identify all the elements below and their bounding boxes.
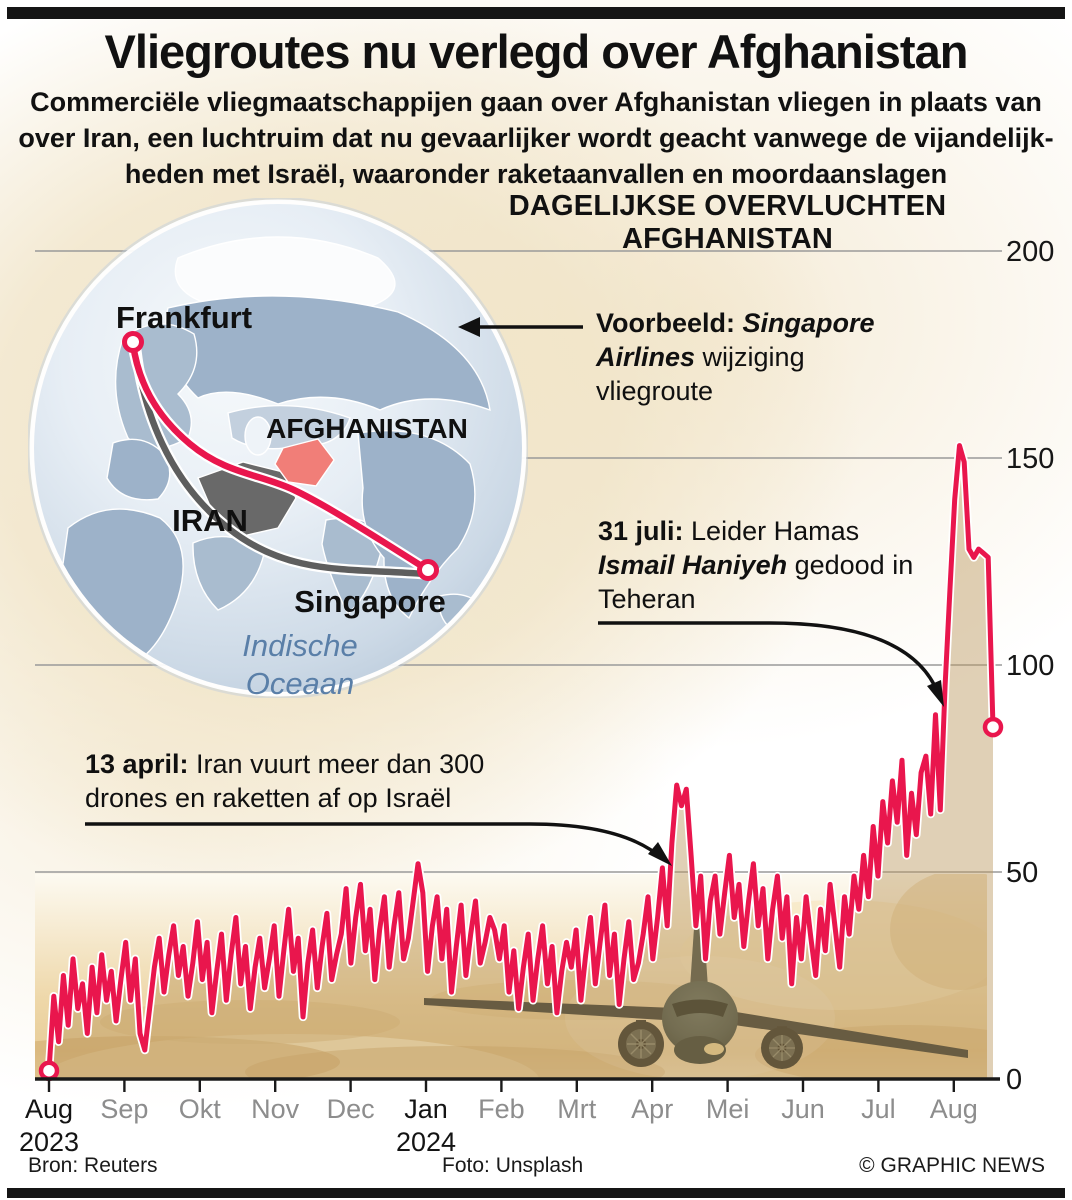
cloud xyxy=(100,1000,400,1044)
cloud xyxy=(890,874,987,990)
right-wing xyxy=(720,1010,968,1058)
cockpit-window xyxy=(672,999,728,1017)
x-tick-label-feb-6: Feb xyxy=(478,1094,525,1124)
photo-credit: Foto: Unsplash xyxy=(442,1154,584,1177)
globe-rim xyxy=(29,199,527,697)
series-end-marker xyxy=(982,716,1004,738)
fuselage-belly xyxy=(674,1036,726,1064)
y-tick-label-150: 150 xyxy=(1006,443,1055,475)
iran-label: IRAN xyxy=(172,503,248,538)
flight-routes xyxy=(127,338,434,580)
annotation-13-april: 13 april: Iran vuurt meer dan 300 drones… xyxy=(85,747,540,815)
x-axis-ticks xyxy=(47,1079,955,1092)
x-tick-label-jan-5: Jan xyxy=(404,1094,448,1124)
flights-line-series xyxy=(46,443,996,1074)
singapore-marker xyxy=(417,559,439,581)
afghanistan-label: AFGHANISTAN xyxy=(266,413,468,444)
ocean-label-line2: Oceaan xyxy=(246,666,355,698)
globe-map: Frankfurt AFGHANISTAN IRAN Singapore Ind… xyxy=(28,198,528,698)
annotation-13-april-date: 13 april: xyxy=(85,749,197,779)
arabia-land xyxy=(192,535,265,611)
x-tick-label-jun-10: Jun xyxy=(781,1094,825,1124)
fuselage-nose xyxy=(662,981,738,1055)
y-tick-label-200: 200 xyxy=(1006,236,1055,268)
sun-glint xyxy=(704,1043,724,1055)
afghanistan-shape xyxy=(274,438,335,487)
subtitle-line-2: over Iran, een luchtruim dat nu gevaarli… xyxy=(18,123,1054,153)
photo-band xyxy=(35,874,987,1080)
frankfurt-marker xyxy=(122,331,144,353)
x-tick-label-aug-12: Aug xyxy=(929,1094,978,1124)
ocean-label-line1: Indische xyxy=(242,628,357,663)
chart-title: DAGELIJKSE OVERVLUCHTEN AFGHANISTAN xyxy=(508,190,947,255)
subtitle-line-3: heden met Israël, waaronder raketaanvall… xyxy=(124,159,948,189)
x-tick-label-dec-4: Dec xyxy=(326,1094,375,1124)
source-credit: Bron: Reuters xyxy=(28,1154,158,1177)
left-wing xyxy=(424,998,680,1021)
left-engine xyxy=(618,1020,664,1067)
annotation-voorbeeld-airline: Singapore Airlines xyxy=(596,308,875,372)
annotation-31-juli-name: Ismail Haniyeh xyxy=(598,550,788,580)
x-tick-label-mrt-7: Mrt xyxy=(557,1094,597,1124)
annotation-31-juli-text1: Leider Hamas xyxy=(683,516,860,546)
annotation-31-juli: 31 juli: Leider Hamas Ismail Haniyeh ged… xyxy=(598,514,928,616)
x-tick-label-aug-0: Aug xyxy=(24,1094,74,1124)
x-year-label-2024: 2024 xyxy=(395,1127,457,1157)
page-title: Vliegroutes nu verlegd over Afghanistan xyxy=(104,25,969,78)
y-tick-label-100: 100 xyxy=(1006,650,1055,682)
bottom-rule-bar xyxy=(7,1188,1065,1198)
annotation-voorbeeld-rest: wijziging vliegroute xyxy=(596,342,805,406)
series-start-marker xyxy=(38,1060,60,1081)
annotation-31-juli-text2: gedood in Teheran xyxy=(598,550,914,614)
publisher-credit: © GRAPHIC NEWS xyxy=(859,1154,1045,1177)
west-europe-land xyxy=(106,438,171,501)
annotation-31-juli-date: 31 juli: xyxy=(598,516,684,546)
annotation-voorbeeld-lead: Voorbeeld: xyxy=(596,308,743,338)
x-year-label-2023: 2023 xyxy=(18,1127,80,1157)
subtitle-line-1: Commerciële vliegmaatschappijen gaan ove… xyxy=(30,87,1042,117)
old-route-iran xyxy=(132,346,429,578)
y-tick-label-0: 0 xyxy=(1006,1064,1023,1096)
singapore-label: Singapore xyxy=(294,584,446,619)
annotation-voorbeeld: Voorbeeld: Singapore Airlines wijziging … xyxy=(596,306,906,408)
new-route-afghanistan xyxy=(129,340,432,574)
top-rule-bar xyxy=(7,7,1065,19)
x-tick-label-apr-8: Apr xyxy=(631,1094,674,1124)
annotation-13-april-text: Iran vuurt meer dan 300 drones en rakett… xyxy=(85,749,485,813)
cloud xyxy=(245,1046,665,1080)
russia-land xyxy=(164,295,491,412)
airplane-photo xyxy=(424,928,968,1080)
frankfurt-label: Frankfurt xyxy=(116,300,252,335)
caspian-sea xyxy=(244,416,272,456)
y-tick-label-50: 50 xyxy=(1006,857,1039,889)
atmosphere-ring xyxy=(28,198,528,698)
x-tick-label-mei-9: Mei xyxy=(705,1094,750,1124)
x-tick-label-jul-11: Jul xyxy=(861,1094,896,1124)
cloud xyxy=(755,1025,987,1080)
right-engine xyxy=(761,1026,803,1069)
x-tick-label-okt-2: Okt xyxy=(178,1094,221,1124)
x-tick-label-sep-1: Sep xyxy=(100,1094,149,1124)
x-tick-label-nov-3: Nov xyxy=(251,1094,300,1124)
